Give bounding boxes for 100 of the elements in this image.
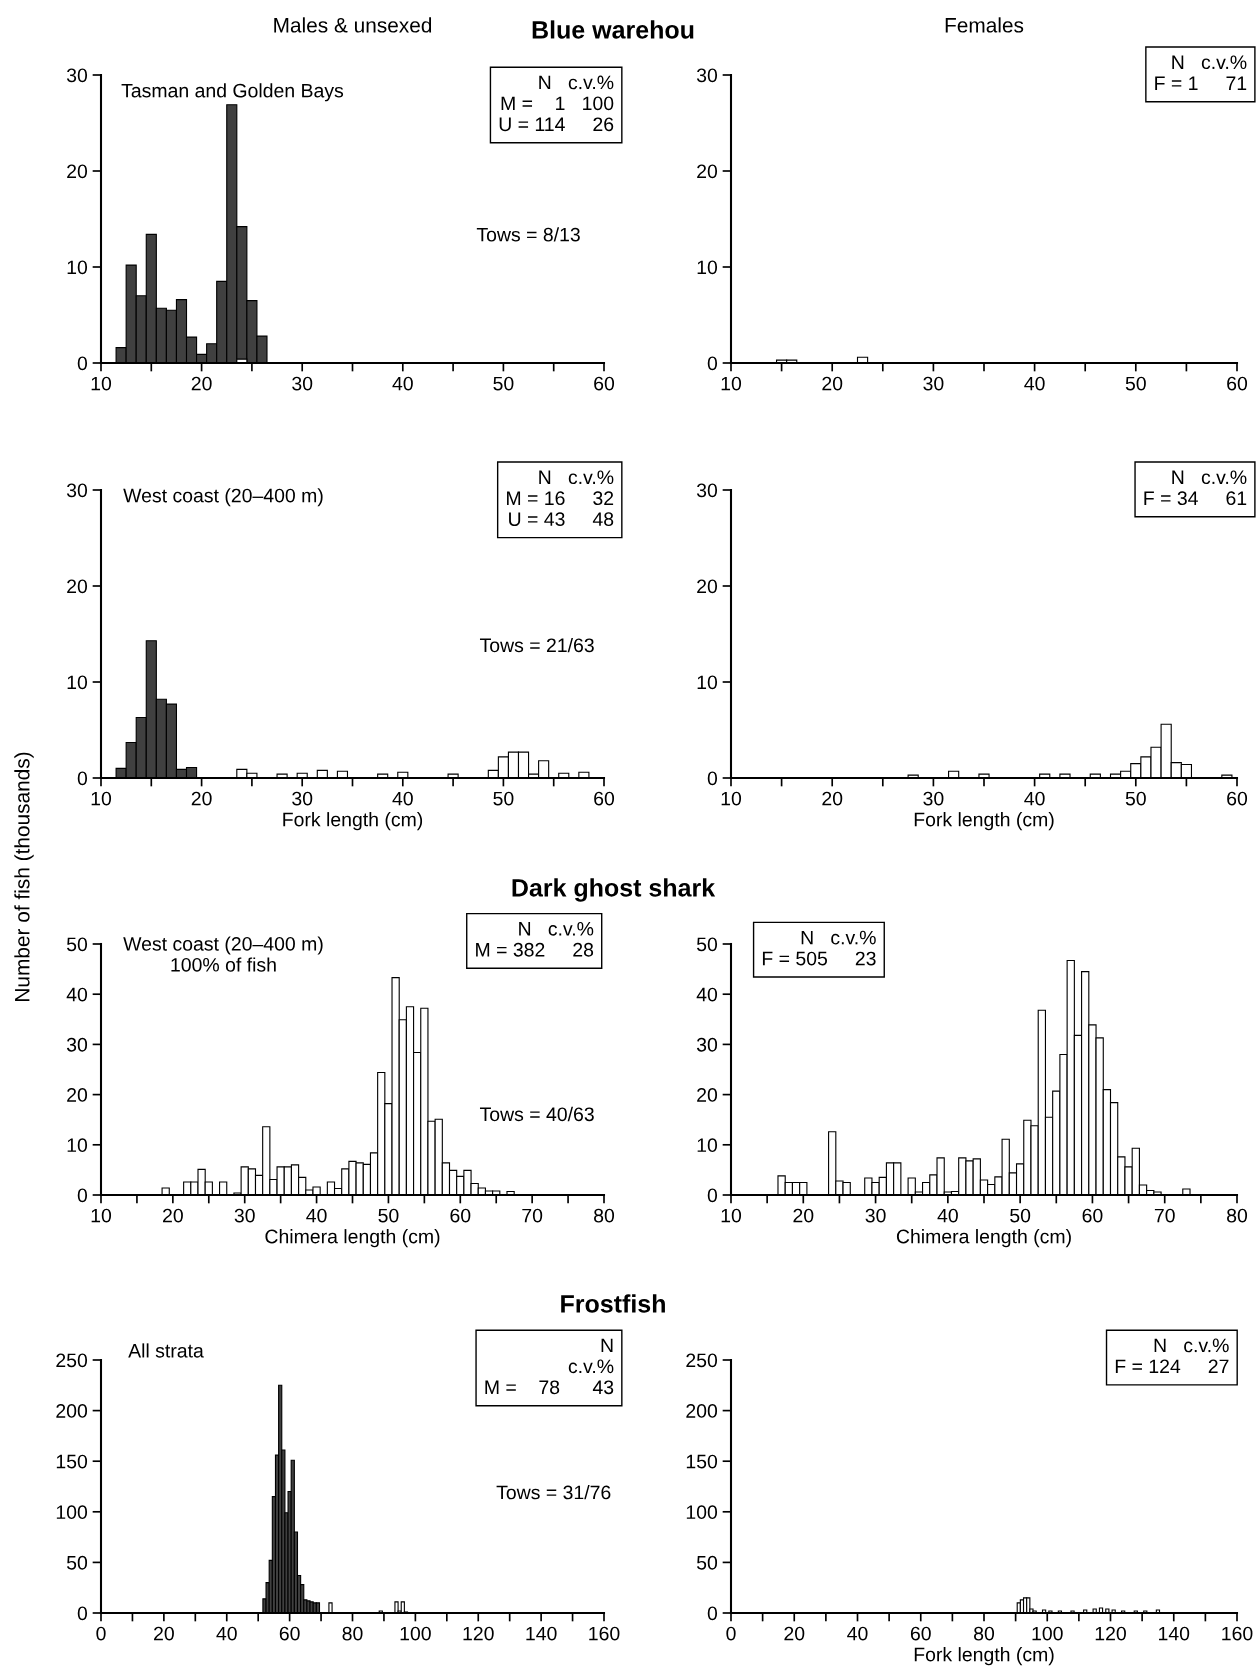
x-tick-label: 120: [1095, 1626, 1126, 1641]
x-tick-label: 80: [594, 1208, 615, 1223]
y-tick-label: 40: [66, 987, 88, 1002]
annotation: N c.v.% M = 1 100 U = 114 26: [499, 75, 614, 132]
y-axis-title: Number of fish (thousands): [14, 752, 34, 1001]
y-tick-label: 250: [56, 1353, 88, 1368]
y-tick-label: 0: [77, 1188, 88, 1203]
y-tick-label: 0: [77, 1606, 88, 1621]
x-tick-label: 10: [91, 1208, 112, 1223]
y-tick-label: 10: [67, 260, 88, 275]
y-tick-label: 200: [686, 1404, 718, 1418]
y-tick-label: 0: [707, 1606, 718, 1621]
chart-subtitle: Males & unsexed: [274, 17, 432, 33]
annotation: N c.v.% M = 78 43: [485, 1338, 614, 1395]
x-tick-label: 80: [1227, 1208, 1248, 1223]
y-tick-label: 50: [696, 1555, 718, 1570]
y-tick-label: 10: [697, 260, 718, 275]
x-tick-label: 10: [721, 376, 742, 391]
x-tick-label: 40: [1024, 791, 1045, 806]
y-tick-label: 20: [67, 579, 88, 594]
x-tick-label: 80: [342, 1626, 363, 1641]
x-tick-label: 20: [163, 1208, 183, 1223]
y-tick-label: 30: [66, 483, 88, 498]
x-tick-label: 50: [493, 376, 514, 391]
x-tick-label: 20: [191, 791, 212, 806]
y-tick-label: 100: [686, 1505, 718, 1520]
x-tick-label: 40: [392, 376, 413, 391]
x-tick-label: 60: [1227, 376, 1248, 391]
chart-title: Frostfish: [561, 1294, 665, 1313]
y-tick-label: 30: [66, 68, 88, 83]
y-tick-label: 10: [697, 1138, 718, 1153]
y-tick-label: 0: [707, 356, 718, 371]
y-tick-label: 10: [67, 1138, 88, 1153]
x-tick-label: 40: [216, 1626, 237, 1641]
x-tick-label: 0: [96, 1626, 106, 1641]
x-tick-label: 60: [279, 1626, 300, 1641]
y-tick-label: 40: [696, 987, 718, 1002]
annotation: N c.v.% M = 16 32 U = 43 48: [507, 470, 614, 527]
y-tick-label: 10: [697, 675, 718, 690]
x-tick-label: 30: [234, 1208, 255, 1223]
y-tick-label: 0: [77, 356, 88, 371]
x-tick-label: 60: [450, 1208, 471, 1223]
y-tick-label: 20: [67, 1088, 88, 1102]
x-tick-label: 40: [937, 1208, 958, 1223]
x-tick-label: 50: [1125, 791, 1146, 806]
x-tick-label: 10: [91, 791, 112, 806]
x-axis-title: Fork length (cm): [914, 812, 1054, 831]
x-tick-label: 100: [400, 1626, 431, 1641]
x-tick-label: 20: [822, 791, 843, 806]
y-tick-label: 150: [686, 1454, 718, 1469]
x-tick-label: 40: [306, 1208, 327, 1223]
x-tick-label: 80: [974, 1626, 995, 1641]
x-tick-label: 10: [91, 376, 112, 391]
y-tick-label: 100: [56, 1505, 88, 1520]
annotation: Tasman and Golden Bays: [121, 83, 344, 102]
x-tick-label: 60: [594, 791, 615, 806]
x-tick-label: 50: [493, 791, 514, 806]
x-tick-label: 10: [721, 791, 742, 806]
x-tick-label: 160: [589, 1626, 620, 1641]
x-tick-label: 40: [1024, 376, 1045, 391]
y-tick-label: 30: [66, 1037, 88, 1052]
y-tick-label: 30: [696, 1037, 718, 1052]
x-tick-label: 20: [793, 1208, 814, 1223]
x-tick-label: 20: [784, 1626, 805, 1641]
x-tick-label: 30: [292, 791, 313, 806]
x-tick-label: 30: [923, 791, 944, 806]
y-tick-label: 20: [67, 164, 88, 179]
x-axis-title: Fork length (cm): [283, 812, 423, 831]
chart-subtitle: Females: [945, 17, 1024, 33]
x-tick-label: 10: [721, 1208, 742, 1223]
x-tick-label: 40: [847, 1626, 868, 1641]
chart-title: Dark ghost shark: [512, 878, 716, 902]
x-tick-label: 160: [1222, 1626, 1253, 1641]
x-tick-label: 40: [392, 791, 413, 806]
y-tick-label: 50: [66, 937, 88, 952]
x-tick-label: 60: [594, 376, 615, 391]
annotation: N c.v.% F = 124 27: [1115, 1338, 1229, 1374]
annotation: West coast (20–400 m) 100% of fish: [123, 936, 323, 972]
y-tick-label: 50: [696, 937, 718, 952]
x-tick-label: 20: [191, 376, 212, 391]
x-tick-label: 60: [1227, 791, 1248, 806]
annotation: Tows = 21/63: [479, 637, 594, 653]
x-tick-label: 70: [1154, 1208, 1175, 1223]
x-tick-label: 120: [463, 1626, 494, 1641]
annotation: N c.v.% F = 505 23: [762, 930, 876, 966]
y-tick-label: 20: [697, 164, 718, 179]
x-tick-label: 30: [292, 376, 313, 391]
annotation: N c.v.% M = 382 28: [476, 922, 594, 957]
annotation: West coast (20–400 m): [123, 488, 323, 507]
y-tick-label: 20: [697, 579, 718, 594]
x-tick-label: 70: [522, 1208, 543, 1223]
x-tick-label: 50: [1125, 376, 1146, 391]
x-tick-label: 20: [154, 1626, 174, 1641]
text: All strata: [128, 1343, 204, 1358]
chart-title: Blue warehou: [532, 20, 694, 39]
x-tick-label: 100: [1032, 1626, 1063, 1641]
x-tick-label: 20: [822, 376, 843, 391]
x-axis-title: Fork length (cm): [914, 1647, 1054, 1666]
x-tick-label: 140: [526, 1626, 557, 1641]
annotation: Tows = 31/76: [496, 1485, 611, 1500]
